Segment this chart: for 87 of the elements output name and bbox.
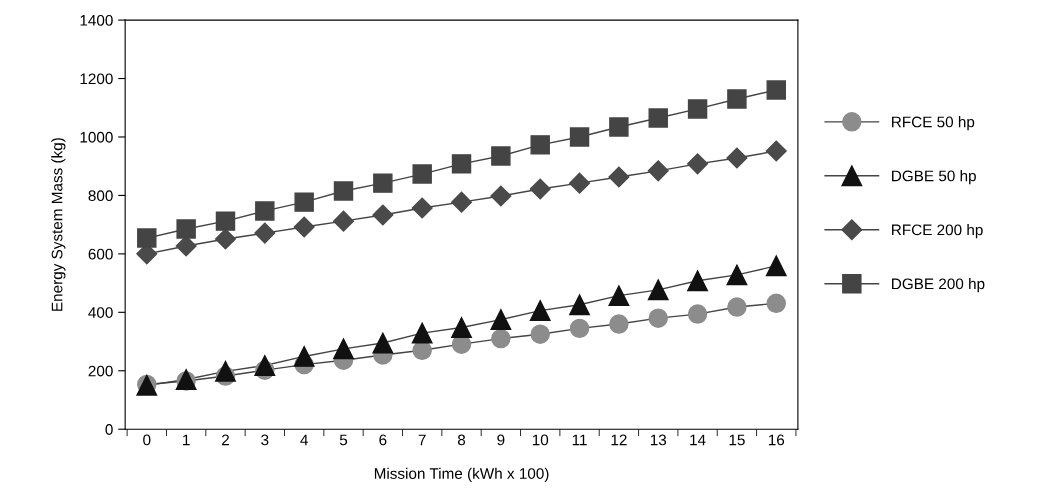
y-tick-label: 200 [88, 365, 113, 377]
point [372, 204, 394, 226]
y-tick-label: 600 [88, 248, 113, 260]
point [648, 308, 668, 328]
x-axis-title: Mission Time (kWh x 100) [374, 467, 549, 482]
point [529, 300, 551, 321]
legend-label: DGBE 50 hp [892, 170, 976, 185]
point [294, 192, 314, 212]
x-tick-label: 11 [572, 434, 587, 446]
point [647, 160, 669, 182]
legend-label: RFCE 50 hp [892, 116, 975, 131]
legend-label: RFCE 200 hp [892, 224, 983, 239]
y-axis-title: Energy System Mass (kg) [51, 138, 66, 311]
point [530, 324, 550, 344]
point [215, 360, 236, 382]
x-tick-label: 16 [768, 434, 785, 446]
x-tick-label: 9 [497, 434, 505, 446]
point [293, 216, 315, 238]
point [687, 99, 708, 119]
point [214, 228, 236, 250]
point [255, 201, 275, 221]
point [609, 314, 629, 334]
x-tick-label: 15 [729, 434, 745, 446]
point [254, 222, 276, 244]
point [766, 293, 786, 313]
point [687, 153, 709, 175]
point [293, 346, 315, 367]
point [647, 279, 669, 301]
point [332, 210, 355, 232]
point [373, 173, 393, 193]
x-tick-label: 7 [418, 434, 426, 446]
point [254, 355, 276, 376]
point [411, 197, 433, 219]
point [687, 304, 708, 324]
point [766, 80, 786, 100]
point [333, 338, 354, 360]
x-tick-label: 0 [143, 434, 151, 446]
point [727, 297, 747, 317]
x-tick-label: 6 [379, 434, 387, 446]
x-tick-label: 10 [532, 434, 549, 446]
y-tick-label: 0 [105, 424, 113, 435]
point [451, 154, 472, 174]
point [608, 166, 630, 188]
point [687, 270, 708, 292]
point [726, 147, 748, 169]
y-tick-label: 1200 [80, 73, 113, 85]
point [609, 117, 629, 137]
legend-label: DGBE 200 hp [892, 278, 985, 293]
point [608, 285, 630, 307]
x-tick-label: 12 [611, 434, 627, 446]
point [411, 322, 433, 344]
point [529, 178, 551, 200]
point [490, 309, 512, 331]
point [569, 172, 591, 194]
y-tick-label: 1000 [80, 131, 113, 143]
x-tick-label: 3 [261, 434, 269, 446]
point [569, 318, 590, 339]
y-tick-label: 1400 [80, 14, 113, 26]
point [490, 185, 512, 207]
point [491, 146, 511, 166]
point [372, 332, 394, 354]
point [648, 108, 668, 128]
x-tick-label: 8 [457, 434, 466, 446]
x-tick-label: 5 [339, 434, 348, 446]
x-tick-label: 2 [222, 434, 229, 446]
point [215, 211, 236, 231]
y-tick-label: 800 [88, 190, 113, 202]
point [569, 127, 590, 147]
point [727, 89, 747, 109]
point [451, 317, 472, 338]
point [569, 294, 590, 316]
point [491, 328, 511, 349]
point [765, 140, 787, 162]
x-tick-label: 1 [183, 434, 190, 446]
point [451, 191, 473, 213]
point [765, 255, 787, 277]
point [726, 264, 748, 286]
y-tick-label: 400 [88, 307, 113, 318]
x-tick-label: 14 [690, 434, 706, 446]
point [412, 164, 432, 184]
point [176, 219, 196, 239]
point [137, 228, 157, 248]
point [412, 340, 432, 361]
point [333, 181, 354, 201]
x-tick-label: 4 [300, 434, 308, 446]
point [530, 135, 550, 155]
x-tick-label: 13 [650, 434, 667, 446]
